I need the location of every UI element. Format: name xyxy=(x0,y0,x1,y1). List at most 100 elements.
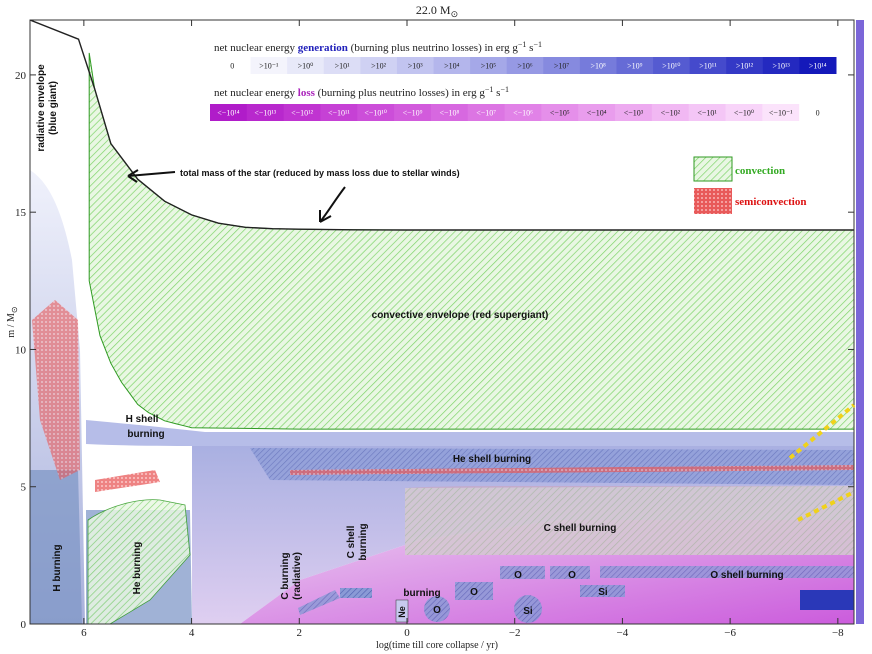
generation-legend-label: 0 xyxy=(230,62,234,71)
loss-legend: net nuclear energy loss (burning plus ne… xyxy=(210,83,837,121)
total-mass-line xyxy=(30,20,854,231)
loss-legend-label: <−10⁹ xyxy=(403,109,423,118)
generation-legend-label: >10¹⁴ xyxy=(809,62,827,71)
loss-legend-swatch xyxy=(799,104,837,121)
generation-legend-label: >10¹¹ xyxy=(699,62,717,71)
loss-legend-label: 0 xyxy=(816,109,820,118)
burning-label: burning xyxy=(403,588,440,599)
generation-legend-swatch xyxy=(506,57,544,74)
loss-legend-label: <−10⁴ xyxy=(587,109,607,118)
annotations: total mass of the star (reduced by mass … xyxy=(36,64,856,618)
generation-legend-label: >10⁴ xyxy=(444,62,460,71)
generation-legend-label: >10⁸ xyxy=(591,62,607,71)
total-mass-arrow-left xyxy=(127,171,176,177)
loss-legend-label: <−10⁵ xyxy=(550,109,570,118)
he-shell-label: He shell burning xyxy=(453,454,531,465)
loss-legend-swatch xyxy=(394,104,432,121)
loss-legend-label: <−10⁻¹ xyxy=(769,109,793,118)
loss-legend-label: <−10³ xyxy=(624,109,644,118)
o-core-block xyxy=(455,582,493,600)
generation-legend-title: net nuclear energy generation (burning p… xyxy=(214,38,542,54)
x-tick-label: 6 xyxy=(81,627,87,639)
h-burning-label: H burning xyxy=(52,544,63,591)
generation-legend-swatch xyxy=(689,57,727,74)
loss-legend-swatch xyxy=(651,104,690,121)
y-tick-label: 15 xyxy=(15,207,27,219)
he-core-convective xyxy=(87,499,191,624)
generation-legend-swatch xyxy=(214,57,252,74)
loss-legend-title: net nuclear energy loss (burning plus ne… xyxy=(214,83,509,99)
loss-legend-label: <−10⁶ xyxy=(513,109,533,118)
chart-title: 22.0 M⊙ xyxy=(416,3,458,19)
loss-legend-swatch xyxy=(688,104,727,121)
generation-legend-label: >10¹ xyxy=(335,62,351,71)
loss-legend-label: <−10¹⁴ xyxy=(217,109,239,118)
blue-giant-label: (blue giant) xyxy=(48,81,59,135)
generation-legend-label: >10¹² xyxy=(736,62,754,71)
generation-legend-swatch xyxy=(323,57,361,74)
semiconvection-swatch xyxy=(694,188,732,214)
o-b-label: O xyxy=(568,570,576,581)
x-axis-ticks: 6 4 2 0 −2 −4 −6 −8 xyxy=(81,20,844,639)
generation-legend-swatch xyxy=(470,57,508,74)
loss-legend-label: <−10¹ xyxy=(697,109,717,118)
loss-legend-swatch xyxy=(246,104,285,121)
c-shell-small xyxy=(340,588,372,598)
loss-legend-swatch xyxy=(320,104,358,121)
loss-legend-label: <−10¹¹ xyxy=(328,109,350,118)
right-color-strip xyxy=(856,20,864,624)
loss-legend-swatch xyxy=(210,104,248,121)
svg-text:m / M⊙: m / M⊙ xyxy=(6,306,19,337)
o-core2-label: O xyxy=(470,587,478,598)
loss-legend-swatch xyxy=(430,104,469,121)
generation-legend-label: >10² xyxy=(371,62,387,71)
c-radiative-region xyxy=(298,590,340,615)
semiconvection-early xyxy=(32,300,80,480)
loss-legend-label: <−10¹⁰ xyxy=(364,109,387,118)
si-shell-block xyxy=(580,585,625,597)
y-tick-label: 20 xyxy=(15,70,27,82)
y-axis-label: m / M⊙ xyxy=(6,306,19,337)
generation-legend-swatch xyxy=(616,57,654,74)
loss-legend-label: <−10⁰ xyxy=(734,109,754,118)
he-burning-label: He burning xyxy=(132,542,143,595)
c-shell-label: C shell burning xyxy=(544,523,617,534)
generation-legend-swatch xyxy=(653,57,691,74)
si-core-label: Si xyxy=(523,606,533,617)
generation-legend-swatch xyxy=(799,57,837,74)
loss-legend-label: <−10⁷ xyxy=(476,109,496,118)
loss-legend-label: <−10² xyxy=(661,109,681,118)
loss-legend-swatch xyxy=(725,104,763,121)
plot-frame xyxy=(29,19,855,625)
loss-legend-swatch xyxy=(467,104,506,121)
o-core-label: O xyxy=(433,605,441,616)
c-shell-small-label-2: burning xyxy=(358,523,369,560)
generation-legend-label: >10⁹ xyxy=(627,62,643,71)
h-shell-label-2: burning xyxy=(127,429,164,440)
loss-legend-label: <−10⁸ xyxy=(439,109,459,118)
c-burning-radiative-label-1: C burning xyxy=(280,552,291,599)
generation-legend-swatch xyxy=(360,57,398,74)
convection-swatch xyxy=(693,156,733,182)
x-tick-label: −2 xyxy=(509,627,521,639)
x-tick-label: −4 xyxy=(617,627,629,639)
generation-legend-label: >10⁵ xyxy=(481,62,497,71)
deep-blue-core xyxy=(800,590,854,610)
h-core-region xyxy=(30,470,82,624)
generation-legend-label: >10¹³ xyxy=(772,62,790,71)
generation-legend-label: >10⁰ xyxy=(298,62,314,71)
c-shell-small-label-1: C shell xyxy=(346,525,357,558)
generation-legend-label: >10¹⁰ xyxy=(662,62,680,71)
x-tick-label: −6 xyxy=(724,627,736,639)
y-tick-label: 5 xyxy=(21,482,27,494)
loss-legend-label: <−10¹³ xyxy=(254,109,276,118)
generation-legend: net nuclear energy generation (burning p… xyxy=(214,38,837,74)
generation-legend-swatch xyxy=(762,57,800,74)
loss-legend-swatch xyxy=(283,104,321,121)
semiconvection-he xyxy=(95,470,160,492)
total-mass-arrow-down xyxy=(319,186,346,223)
generation-legend-label: >10³ xyxy=(408,62,424,71)
generation-legend-swatch xyxy=(543,57,581,74)
si-core-circle xyxy=(514,595,542,623)
generation-legend-label: >10⁻¹ xyxy=(259,62,279,71)
